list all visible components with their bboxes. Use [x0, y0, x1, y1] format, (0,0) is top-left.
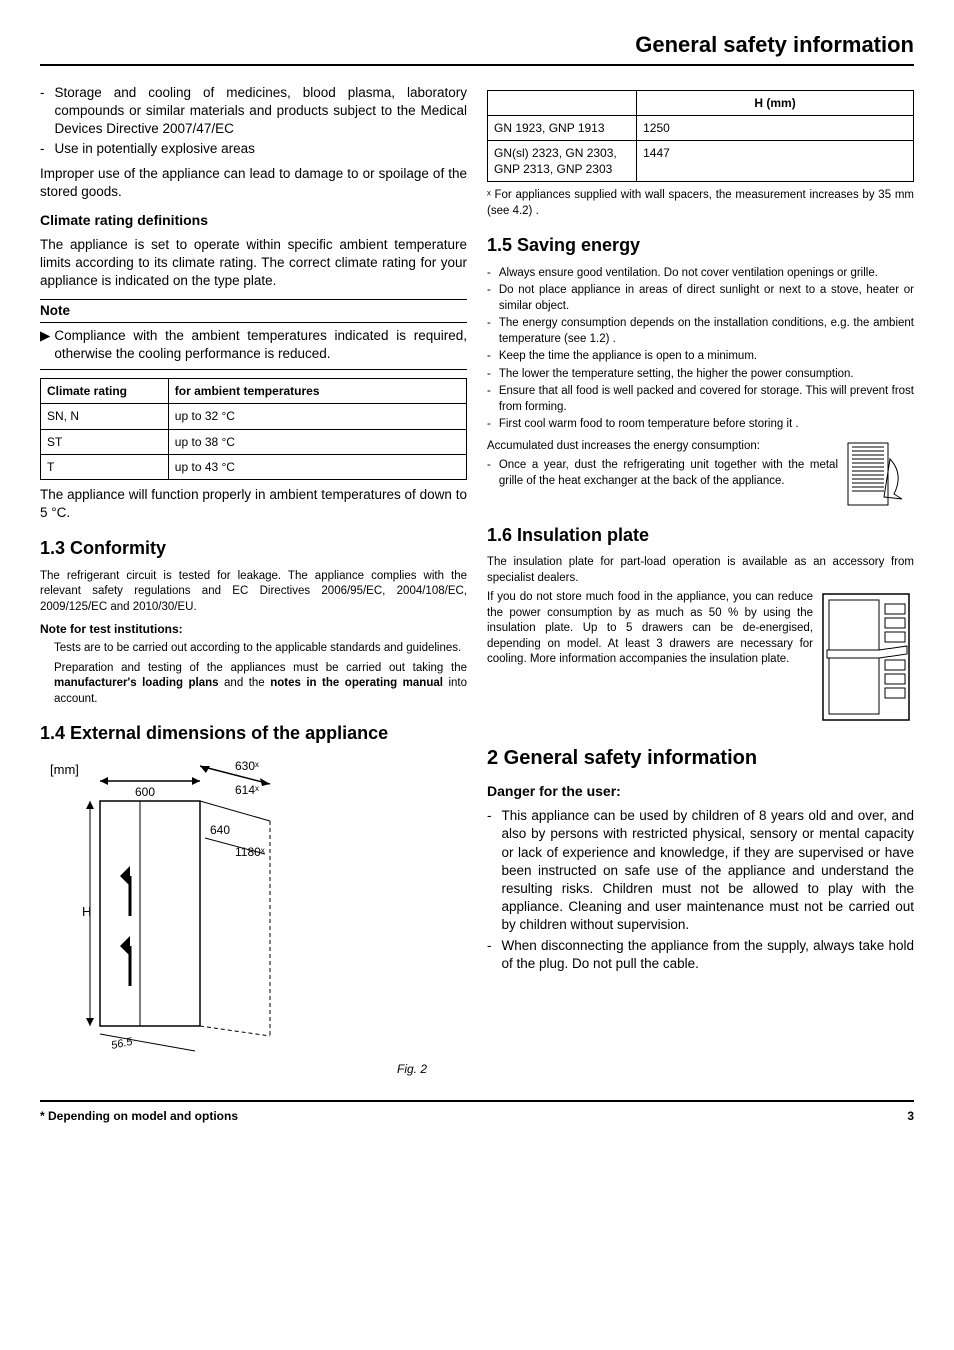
- ambient-note: The appliance will function properly in …: [40, 486, 467, 522]
- table-header: Climate rating: [41, 379, 169, 404]
- intro-list: Storage and cooling of medicines, blood …: [40, 84, 467, 159]
- list-item: The lower the temperature setting, the h…: [487, 367, 914, 383]
- svg-text:630ˣ: 630ˣ: [235, 759, 259, 773]
- danger-heading: Danger for the user:: [487, 782, 914, 801]
- section-1-3-title: 1.3 Conformity: [40, 536, 467, 560]
- content-columns: Storage and cooling of medicines, blood …: [40, 84, 914, 1076]
- saving-energy-list: Always ensure good ventilation. Do not c…: [487, 266, 914, 433]
- svg-text:1180ˣ: 1180ˣ: [235, 845, 265, 859]
- table-header: [488, 90, 637, 115]
- note-body: ▶ Compliance with the ambient temperatur…: [40, 327, 467, 370]
- section-1-4-title: 1.4 External dimensions of the appliance: [40, 721, 467, 745]
- table-row: GN 1923, GNP 19131250: [488, 115, 914, 140]
- page-header: General safety information: [40, 30, 914, 66]
- list-item: Do not place appliance in areas of direc…: [487, 283, 914, 314]
- svg-text:[mm]: [mm]: [50, 762, 79, 777]
- improper-use-text: Improper use of the appliance can lead t…: [40, 165, 467, 201]
- svg-text:614ˣ: 614ˣ: [235, 783, 259, 797]
- climate-rating-table: Climate rating for ambient temperatures …: [40, 378, 467, 480]
- height-table: H (mm) GN 1923, GNP 19131250 GN(sl) 2323…: [487, 90, 914, 183]
- page-number: 3: [907, 1108, 914, 1124]
- test-note-heading: Note for test institutions:: [40, 621, 467, 637]
- table-header: for ambient temperatures: [168, 379, 466, 404]
- dimensions-diagram: [mm] 600 630ˣ 614ˣ 640: [40, 756, 460, 1056]
- triangle-icon: ▶: [40, 327, 50, 363]
- insulation-intro: The insulation plate for part-load opera…: [487, 555, 914, 586]
- insulation-plate-icon: [819, 590, 914, 725]
- right-column: H (mm) GN 1923, GNP 19131250 GN(sl) 2323…: [487, 84, 914, 1076]
- page-footer: * Depending on model and options 3: [40, 1100, 914, 1124]
- section-1-6-title: 1.6 Insulation plate: [487, 523, 914, 547]
- list-item: This appliance can be used by children o…: [487, 807, 914, 935]
- footer-note: * Depending on model and options: [40, 1108, 238, 1124]
- test-note-2: Preparation and testing of the appliance…: [54, 661, 467, 708]
- list-item: First cool warm food to room temperature…: [487, 417, 914, 433]
- table-row: SN, Nup to 32 °C: [41, 404, 467, 429]
- figure-2: [mm] 600 630ˣ 614ˣ 640: [40, 756, 467, 1066]
- test-note-1: Tests are to be carried out according to…: [54, 641, 467, 657]
- section-1-5-title: 1.5 Saving energy: [487, 233, 914, 257]
- page-title: General safety information: [40, 30, 914, 60]
- list-item: The energy consumption depends on the in…: [487, 316, 914, 347]
- list-item: Storage and cooling of medicines, blood …: [40, 84, 467, 139]
- list-item: Use in potentially explosive areas: [40, 140, 467, 158]
- section-2-title: 2 General safety information: [487, 745, 914, 772]
- table-row: STup to 38 °C: [41, 429, 467, 454]
- h-footnote: ˣ For appliances supplied with wall spac…: [487, 188, 914, 219]
- climate-body: The appliance is set to operate within s…: [40, 236, 467, 291]
- svg-text:600: 600: [135, 785, 155, 799]
- table-header: H (mm): [637, 90, 914, 115]
- list-item: Ensure that all food is well packed and …: [487, 384, 914, 415]
- list-item: Always ensure good ventilation. Do not c…: [487, 266, 914, 282]
- heat-exchanger-icon: [844, 439, 914, 509]
- left-column: Storage and cooling of medicines, blood …: [40, 84, 467, 1076]
- list-item: When disconnecting the appliance from th…: [487, 937, 914, 973]
- note-label: Note: [40, 299, 467, 323]
- figure-caption: Fig. 2: [40, 1061, 467, 1077]
- climate-heading: Climate rating definitions: [40, 211, 467, 230]
- table-row: GN(sl) 2323, GN 2303, GNP 2313, GNP 2303…: [488, 141, 914, 182]
- note-text: Compliance with the ambient temperatures…: [54, 327, 467, 363]
- list-item: Keep the time the appliance is open to a…: [487, 349, 914, 365]
- svg-text:640: 640: [210, 823, 230, 837]
- list-item: Once a year, dust the refrigerating unit…: [487, 458, 838, 489]
- danger-list: This appliance can be used by children o…: [487, 807, 914, 973]
- table-row: Tup to 43 °C: [41, 454, 467, 479]
- section-1-3-body: The refrigerant circuit is tested for le…: [40, 569, 467, 616]
